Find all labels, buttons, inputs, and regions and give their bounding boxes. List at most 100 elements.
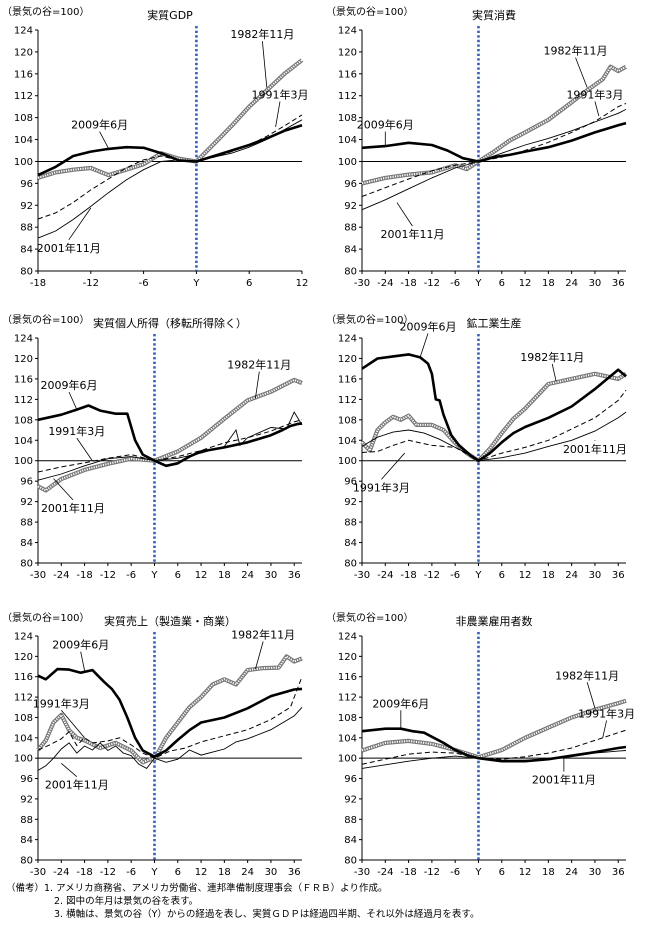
annotation-leader	[262, 41, 268, 88]
annotation-label: 1982年11月	[231, 628, 295, 642]
y-tick-label: 84	[20, 835, 33, 846]
x-tick-label: 30	[589, 867, 602, 878]
y-tick-label: 120	[338, 354, 357, 365]
y-axis-label: （景気の谷=100）	[326, 611, 413, 624]
x-tick-label: 24	[565, 278, 578, 289]
x-tick-label: -18	[76, 570, 92, 581]
y-tick-label: 120	[338, 652, 357, 663]
y-tick-label: 120	[14, 354, 33, 365]
y-tick-label: 104	[338, 436, 357, 447]
y-tick-label: 100	[14, 456, 33, 467]
y-tick-label: 116	[338, 69, 357, 80]
series-2009年6月	[361, 121, 627, 163]
y-tick-label: 112	[338, 693, 357, 704]
y-tick-label: 104	[338, 733, 357, 744]
x-tick-label: -30	[354, 278, 370, 289]
annotation-label: 2001年11月	[380, 227, 444, 241]
y-tick-label: 124	[14, 26, 33, 37]
y-tick-label: 108	[14, 113, 33, 124]
y-tick-label: 96	[20, 774, 33, 785]
y-tick-label: 112	[14, 693, 33, 704]
x-tick-label: -24	[377, 867, 393, 878]
x-tick-label: 24	[241, 570, 254, 581]
x-tick-label: 18	[218, 570, 231, 581]
x-tick-label: -12	[83, 278, 99, 289]
y-tick-label: 116	[338, 672, 357, 683]
annotation-leader	[61, 762, 78, 778]
y-tick-label: 92	[344, 497, 357, 508]
x-tick-label: -24	[377, 570, 393, 581]
y-tick-label: 116	[14, 672, 33, 683]
y-tick-label: 112	[14, 395, 33, 406]
note-line-2: 2. 図中の年月は景気の谷を表す。	[54, 896, 199, 907]
annotation-leader	[602, 720, 607, 738]
y-tick-label: 92	[344, 201, 357, 212]
annotation-label: 1982年11月	[555, 668, 619, 682]
x-tick-label: 24	[565, 867, 578, 878]
x-tick-label: -12	[424, 278, 440, 289]
x-tick-label: -24	[53, 570, 69, 581]
chart-2: 80 84 88 92 96 100 104 108 112 116 120 124 -30 -24 -18…	[326, 5, 628, 289]
x-tick-label: 18	[542, 867, 555, 878]
x-tick-label: -30	[30, 867, 46, 878]
series-1991年3月	[361, 729, 627, 765]
x-tick-label: 6	[499, 570, 505, 581]
y-tick-label: 80	[20, 856, 33, 867]
series-2009年6月	[37, 667, 303, 758]
x-tick-label: -6	[139, 278, 149, 289]
annotation-leader	[419, 333, 429, 358]
x-tick-label: -24	[53, 867, 69, 878]
annotation-label: 1982年11月	[544, 44, 608, 58]
x-tick-label: Y	[474, 867, 482, 878]
x-tick-label: 36	[288, 570, 301, 581]
annotation-label: 2009年6月	[372, 696, 429, 710]
y-tick-label: 112	[338, 395, 357, 406]
x-tick-label: -6	[126, 570, 136, 581]
x-tick-label: -30	[354, 867, 370, 878]
x-tick-label: -18	[400, 278, 416, 289]
annotation-label: 2001年11月	[41, 501, 105, 515]
y-tick-label: 120	[338, 47, 357, 58]
annotation-leader	[80, 651, 85, 671]
y-tick-label: 104	[14, 733, 33, 744]
annotation-leader	[60, 710, 85, 739]
notes-label: （備考）	[6, 883, 45, 894]
note-line-3: 3. 横軸は、景気の谷（Y）からの経過を表し、実質ＧＤＰは経過四半期、それ以外は…	[54, 909, 480, 920]
x-tick-label: 18	[218, 867, 231, 878]
y-tick-label: 120	[14, 47, 33, 58]
x-tick-label: 12	[195, 570, 208, 581]
annotation-leader	[551, 363, 557, 382]
x-tick-label: 6	[246, 278, 252, 289]
x-tick-label: 18	[542, 570, 555, 581]
annotation-label: 1982年11月	[520, 350, 584, 364]
x-tick-label: 12	[195, 867, 208, 878]
annotation-leader	[594, 101, 600, 117]
y-tick-label: 100	[338, 754, 357, 765]
y-tick-label: 108	[338, 415, 357, 426]
x-tick-label: -6	[126, 867, 136, 878]
x-tick-label: -18	[76, 867, 92, 878]
y-axis-label: （景気の谷=100）	[2, 611, 89, 624]
x-tick-label: 6	[175, 867, 181, 878]
series-1982年11月-hatch	[361, 372, 627, 462]
x-tick-label: 30	[589, 278, 602, 289]
y-tick-label: 104	[338, 135, 357, 146]
y-tick-label: 88	[20, 815, 33, 826]
chart-4: 80 84 88 92 96 100 104 108 112 116 120 124 -30 -24 -18…	[326, 313, 628, 581]
x-tick-label: -6	[450, 867, 460, 878]
series-2001年11月	[37, 119, 303, 239]
chart-title: 鉱工業生産	[467, 316, 522, 330]
chart-title: 実質売上（製造業・商業）	[104, 614, 236, 628]
annotation-label: 1991年3月	[578, 706, 635, 720]
y-tick-label: 116	[338, 374, 357, 385]
x-tick-label: -24	[377, 278, 393, 289]
x-tick-label: Y	[474, 278, 482, 289]
y-tick-label: 100	[338, 157, 357, 168]
y-tick-label: 84	[344, 245, 357, 256]
y-tick-label: 100	[338, 456, 357, 467]
y-tick-label: 92	[20, 201, 33, 212]
annotation-label: 2009年6月	[41, 378, 98, 392]
x-tick-label: 24	[241, 867, 254, 878]
annotation-leader	[275, 101, 281, 128]
chart-3: 80 84 88 92 96 100 104 108 112 116 120 124 -30 -24 -18…	[2, 313, 303, 581]
